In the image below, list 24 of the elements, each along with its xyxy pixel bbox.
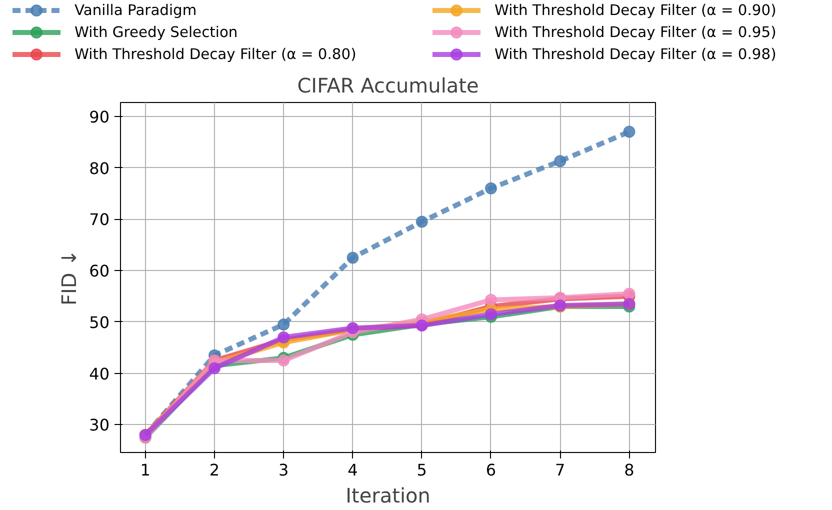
- legend-label: With Threshold Decay Filter (α = 0.80): [74, 46, 356, 63]
- legend-label: Vanilla Paradigm: [74, 2, 197, 19]
- x-tick-label: 2: [209, 460, 220, 480]
- legend-label: With Threshold Decay Filter (α = 0.98): [494, 46, 776, 63]
- x-tick-label: 3: [278, 460, 289, 480]
- legend-label: With Greedy Selection: [74, 24, 238, 41]
- x-tick-label: 4: [348, 460, 358, 480]
- legend-label: With Threshold Decay Filter (α = 0.90): [494, 2, 776, 19]
- y-tick-label: 70: [89, 210, 110, 230]
- y-tick-label: 40: [89, 364, 110, 384]
- x-tick-label: 6: [486, 460, 496, 480]
- y-tick-label: 60: [89, 262, 110, 281]
- x-tick-label: 1: [140, 460, 150, 480]
- y-axis-title: FID ↓: [57, 250, 82, 306]
- x-tick-label: 5: [416, 460, 427, 480]
- y-tick-label: 80: [89, 158, 110, 178]
- y-tick-label: 50: [89, 312, 110, 332]
- x-axis-title: Iteration: [346, 484, 430, 508]
- y-tick-label: 30: [89, 416, 110, 435]
- y-tick-label: 90: [89, 107, 110, 126]
- x-tick-label: 7: [555, 460, 566, 480]
- chart-title: CIFAR Accumulate: [297, 74, 479, 98]
- legend-label: With Threshold Decay Filter (α = 0.95): [494, 24, 776, 41]
- x-tick-label: 8: [624, 460, 634, 480]
